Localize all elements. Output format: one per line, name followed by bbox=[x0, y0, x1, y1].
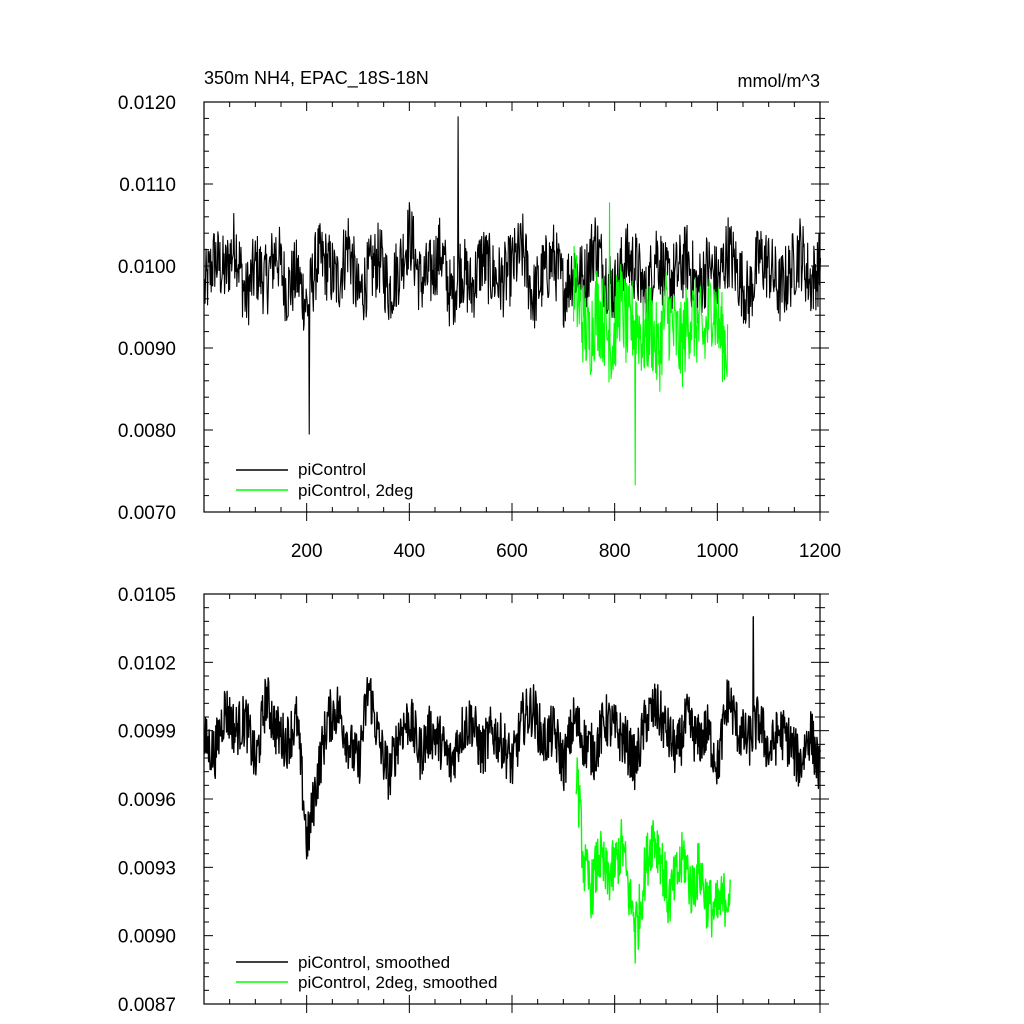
y-tick-label: 0.0105 bbox=[118, 585, 176, 606]
x-tick-label: 600 bbox=[496, 541, 528, 562]
y-tick-label: 0.0090 bbox=[118, 927, 176, 948]
legend-label-piControl-2deg-smoothed: piControl, 2deg, smoothed bbox=[298, 973, 497, 992]
top-plot-frame bbox=[203, 101, 821, 513]
bottom-plot-area: 0.0087 0.0090 0.0093 0.0096 0.0099 0.0102 0.01… bbox=[118, 585, 829, 1016]
y-tick-label: 0.0102 bbox=[118, 653, 176, 674]
series-line-picontrol-2deg-smoothed bbox=[575, 757, 731, 964]
legend-label-piControl-2deg: piControl, 2deg bbox=[298, 481, 413, 500]
bottom-panel: 0.0087 0.0090 0.0093 0.0096 0.0099 0.0102 0.01… bbox=[118, 585, 829, 1016]
y-tick-label: 0.0080 bbox=[118, 421, 176, 442]
bottom-series-group bbox=[203, 616, 822, 964]
y-tick-label: 0.0110 bbox=[119, 175, 176, 196]
y-tick-label: 0.0093 bbox=[118, 858, 176, 879]
series-line-picontrol-smoothed bbox=[203, 616, 822, 860]
top-plot-area: 200 400 600 800 1000 1200 0.0070 0.0080 0.0090 0.… bbox=[118, 93, 841, 562]
series-line-picontrol-2deg bbox=[573, 202, 729, 486]
bottom-plot-frame bbox=[203, 593, 821, 1005]
y-tick-label: 0.0070 bbox=[118, 503, 176, 524]
y-tick-label: 0.0100 bbox=[118, 257, 176, 278]
top-legend: piControl piControl, 2deg bbox=[236, 460, 413, 500]
y-tick-label: 0.0090 bbox=[118, 339, 176, 360]
y-tick-label: 0.0120 bbox=[118, 93, 176, 114]
y-tick-label: 0.0087 bbox=[118, 995, 176, 1016]
x-tick-label: 400 bbox=[393, 541, 425, 562]
x-tick-label: 1200 bbox=[799, 541, 841, 562]
y-tick-label: 0.0096 bbox=[118, 790, 176, 811]
x-tick-label: 1000 bbox=[696, 541, 738, 562]
x-tick-label: 200 bbox=[291, 541, 323, 562]
y-tick-label: 0.0099 bbox=[118, 722, 176, 743]
series-line-picontrol bbox=[203, 116, 822, 435]
legend-label-piControl-smoothed: piControl, smoothed bbox=[298, 953, 450, 972]
bottom-legend: piControl, smoothed piControl, 2deg, smo… bbox=[236, 953, 497, 992]
top-series-group bbox=[203, 116, 822, 486]
top-panel: 350m NH4, EPAC_18S-18N mmol/m^3 200 400 60… bbox=[118, 68, 841, 562]
chart-title: 350m NH4, EPAC_18S-18N bbox=[204, 68, 429, 89]
x-tick-label: 800 bbox=[599, 541, 631, 562]
legend-label-piControl: piControl bbox=[298, 460, 366, 479]
units-label: mmol/m^3 bbox=[738, 71, 820, 91]
